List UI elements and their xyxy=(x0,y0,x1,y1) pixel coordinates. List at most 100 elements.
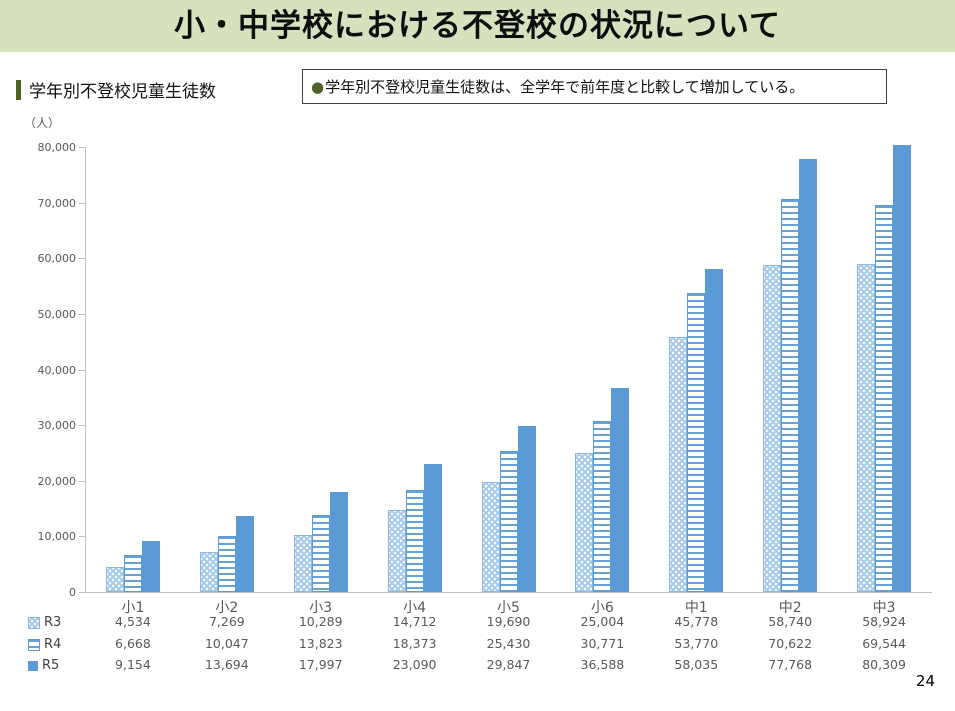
value-cell: 58,740 xyxy=(768,614,813,629)
page-title: 小・中学校における不登校の状況について xyxy=(173,8,782,44)
y-tick-mark xyxy=(79,480,85,482)
bar-group xyxy=(462,147,556,592)
value-cell: 14,712 xyxy=(392,614,437,629)
bar-r3 xyxy=(763,265,782,592)
bullet-icon: ● xyxy=(311,77,325,96)
bar-group xyxy=(649,147,743,592)
value-cell: 17,997 xyxy=(298,657,343,672)
legend-swatch-r4 xyxy=(28,638,40,651)
value-cell: 18,373 xyxy=(392,636,437,651)
bar-r4 xyxy=(405,489,424,592)
value-cell: 23,090 xyxy=(392,657,437,672)
y-tick-mark xyxy=(79,202,85,204)
y-tick-label: 40,000 xyxy=(37,363,77,377)
bar-r4 xyxy=(123,554,142,592)
y-tick-label: 20,000 xyxy=(37,474,77,488)
legend-label: R4 xyxy=(44,637,62,652)
value-cell: 70,622 xyxy=(768,636,813,651)
bar-r4 xyxy=(217,536,236,592)
bar-r4 xyxy=(781,199,800,592)
value-cell: 36,588 xyxy=(580,657,625,672)
bar-r4 xyxy=(687,292,706,592)
bar-r5 xyxy=(235,515,254,592)
value-cell: 25,430 xyxy=(486,636,531,651)
bar-r4 xyxy=(593,420,612,592)
y-tick-mark xyxy=(79,536,85,538)
y-axis-unit-label: （人） xyxy=(24,116,61,130)
bar-r3 xyxy=(105,566,124,592)
bar-r4 xyxy=(875,205,894,592)
value-cell: 7,269 xyxy=(208,614,245,629)
y-tick-mark xyxy=(79,425,85,427)
bar-r4 xyxy=(499,450,518,592)
summary-note-box: ● 学年別不登校児童生徒数は、全学年で前年度と比較して増加している。 xyxy=(302,69,887,104)
value-row: 9,154 13,694 17,997 23,090 29,847 36,588 58,03… xyxy=(86,657,931,672)
value-cell: 58,924 xyxy=(862,614,906,629)
value-cell: 25,004 xyxy=(580,614,625,629)
bar-r4 xyxy=(311,515,330,592)
value-cell: 19,690 xyxy=(486,614,531,629)
bar-r3 xyxy=(293,534,312,592)
y-tick-mark xyxy=(79,592,85,593)
x-axis-label: 小6 xyxy=(590,600,614,616)
bar-group xyxy=(837,145,931,592)
bar-r5 xyxy=(799,159,818,592)
bar-r5 xyxy=(141,541,160,592)
x-axis-label: 中2 xyxy=(778,600,802,616)
value-cell: 6,668 xyxy=(115,636,151,651)
bar-r3 xyxy=(199,551,218,592)
section-heading: 学年別不登校児童生徒数 xyxy=(16,77,216,102)
value-row: 6,668 10,047 13,823 18,373 25,430 30,771 53,77… xyxy=(86,636,931,651)
value-row: 4,534 7,269 10,289 14,712 19,690 25,004 45,778… xyxy=(86,614,931,629)
summary-note-text: 学年別不登校児童生徒数は、全学年で前年度と比較して増加している。 xyxy=(325,78,805,96)
bar-group xyxy=(368,147,462,592)
x-axis-label: 小5 xyxy=(497,600,520,616)
bar-r5 xyxy=(423,463,442,592)
value-cell: 80,309 xyxy=(862,657,906,672)
bar-r5 xyxy=(611,388,630,592)
table-row: R4 6,668 10,047 13,823 18,373 25,430 30,771 53,… xyxy=(0,636,955,656)
y-tick-label: 80,000 xyxy=(37,141,77,154)
y-tick-mark xyxy=(79,369,85,371)
legend-item: R3 xyxy=(28,615,61,630)
value-cell: 45,778 xyxy=(674,614,719,629)
x-axis-line xyxy=(85,592,932,593)
value-cell: 13,694 xyxy=(204,657,249,672)
bar-group xyxy=(555,147,649,592)
bar-r3 xyxy=(387,510,406,592)
value-cell: 10,047 xyxy=(204,636,249,651)
x-axis-label: 小3 xyxy=(309,600,333,616)
y-tick-label: 60,000 xyxy=(37,252,77,266)
value-cell: 9,154 xyxy=(115,657,151,672)
y-tick-mark xyxy=(79,313,85,315)
table-row: R3 4,534 7,269 10,289 14,712 19,690 25,004 45,7… xyxy=(0,614,955,634)
bar-group xyxy=(86,147,180,592)
bar-r5 xyxy=(329,491,348,592)
bar-r3 xyxy=(669,337,688,592)
value-cell: 69,544 xyxy=(862,636,906,651)
x-axis-label: 中3 xyxy=(872,600,896,616)
y-tick-label: 30,000 xyxy=(37,419,77,433)
y-tick-label: 10,000 xyxy=(37,530,77,544)
bar-r5 xyxy=(893,145,912,592)
legend-label: R5 xyxy=(42,658,60,673)
y-tick-mark xyxy=(79,147,85,148)
bar-group xyxy=(743,147,837,592)
legend-label: R3 xyxy=(44,615,62,630)
value-cell: 30,771 xyxy=(580,636,625,651)
bar-r3 xyxy=(481,482,500,592)
bar-r3 xyxy=(575,452,594,592)
bar-r3 xyxy=(857,264,876,592)
x-axis-label: 小4 xyxy=(403,600,427,616)
value-cell: 53,770 xyxy=(674,636,719,651)
legend-item: R5 xyxy=(28,658,59,673)
value-cell: 10,289 xyxy=(298,614,343,629)
y-axis-line xyxy=(85,147,86,593)
x-axis-labels: 小1 小2 小3 小4 小5 小6 中1 中2 中3 xyxy=(86,597,931,617)
bar-group xyxy=(274,147,368,592)
y-tick-label: 70,000 xyxy=(37,196,77,210)
value-cell: 13,823 xyxy=(298,636,343,651)
value-cell: 58,035 xyxy=(674,657,719,672)
y-tick-mark xyxy=(79,258,85,260)
